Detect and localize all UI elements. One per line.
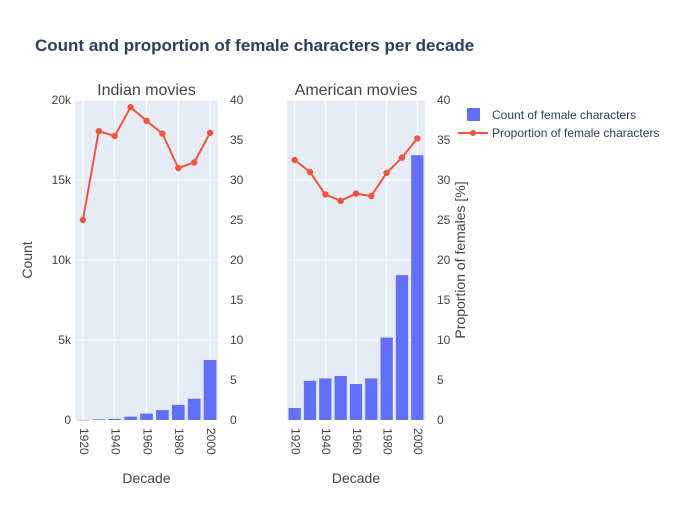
bar [411, 155, 424, 420]
legend[interactable]: Count of female characters Proportion of… [458, 108, 659, 140]
x-axis-label: Decade [122, 470, 170, 486]
y-right-tick-label: 40 [437, 93, 451, 107]
subplots-group: 0 5k 10k 15k 20k 0 5 10 15 20 25 30 35 40 1920 1940 1960… [52, 82, 451, 486]
line-point [383, 169, 390, 176]
bar [124, 416, 137, 420]
bar [303, 380, 317, 420]
line-point [79, 216, 87, 224]
x-tick-label: 1940 [109, 428, 123, 455]
chart-title: Count and proportion of female character… [35, 36, 474, 55]
x-tick-label: 1920 [77, 428, 91, 455]
y-right-tick-label: 30 [230, 173, 244, 187]
legend-bar-swatch [467, 108, 480, 121]
line-point [190, 159, 198, 166]
bar [171, 404, 185, 420]
bar [92, 419, 106, 420]
line-point [306, 168, 314, 176]
y-right-tick-label: 35 [230, 133, 244, 147]
bar [76, 419, 90, 421]
bar [334, 376, 347, 420]
line-point [175, 164, 182, 172]
line-point [322, 191, 329, 198]
bar [108, 418, 122, 420]
bar [156, 410, 169, 420]
y-right-tick-label: 0 [230, 413, 237, 427]
y-right-tick-label: 0 [437, 413, 444, 427]
line-point [398, 154, 406, 161]
bar [140, 413, 153, 420]
y-right-axis-label: Proportion of females [%] [452, 181, 468, 338]
x-tick-label: 1960 [140, 428, 154, 455]
line-point [414, 135, 421, 142]
bar [187, 398, 201, 420]
x-tick-label: 1960 [350, 428, 364, 455]
subplot-2: 0 5 10 15 20 25 30 35 40 1920 1940 1960 1980 2000 Amer… [287, 82, 451, 486]
bar [365, 378, 378, 420]
y-right-tick-label: 5 [230, 373, 237, 387]
line-point [111, 132, 118, 140]
bar [288, 408, 301, 420]
legend-line-marker [470, 130, 476, 136]
y-right-tick-label: 30 [437, 173, 451, 187]
subplot-title: American movies [295, 82, 418, 99]
y-right-tick-label: 35 [437, 133, 451, 147]
bar [380, 337, 393, 420]
bar [319, 378, 332, 420]
x-tick-label: 1980 [172, 428, 186, 455]
y-right-tick-label: 25 [230, 213, 244, 227]
line-point [127, 104, 134, 111]
y-right-tick-label: 10 [437, 333, 451, 347]
bar [203, 360, 217, 420]
bar [395, 275, 409, 420]
subplot-1: 0 5k 10k 15k 20k 0 5 10 15 20 25 30 35 40 1920 1940 1960… [52, 82, 244, 486]
line-point [143, 117, 150, 125]
y-left-tick-label: 15k [52, 173, 72, 187]
x-tick-label: 1920 [288, 428, 302, 455]
line-point [352, 190, 360, 197]
y-left-tick-label: 0 [64, 413, 71, 427]
y-right-tick-label: 15 [437, 293, 451, 307]
y-left-tick-label: 20k [52, 93, 72, 107]
y-left-tick-label: 5k [58, 333, 72, 347]
y-right-tick-label: 25 [437, 213, 451, 227]
legend-line-label: Proportion of female characters [492, 126, 659, 140]
y-left-tick-label: 10k [52, 253, 72, 267]
y-left-axis-label: Count [19, 241, 35, 278]
line-point [368, 192, 375, 200]
y-right-tick-label: 20 [437, 253, 451, 267]
bar [349, 384, 363, 420]
x-tick-label: 2000 [204, 428, 218, 455]
y-right-tick-label: 40 [230, 93, 244, 107]
x-tick-label: 2000 [411, 428, 425, 455]
line-point [159, 130, 166, 137]
x-tick-label: 1980 [380, 428, 394, 455]
line-point [206, 129, 214, 136]
y-right-tick-label: 15 [230, 293, 244, 307]
y-right-tick-label: 20 [230, 253, 244, 267]
x-axis-label: Decade [332, 470, 380, 486]
line-point [337, 197, 344, 204]
line-point [291, 156, 298, 164]
subplot-title: Indian movies [97, 82, 196, 99]
line-point [95, 128, 103, 135]
y-right-tick-label: 5 [437, 373, 444, 387]
x-tick-label: 1940 [319, 428, 333, 455]
legend-bar-label: Count of female characters [492, 108, 636, 122]
y-right-tick-label: 10 [230, 333, 244, 347]
